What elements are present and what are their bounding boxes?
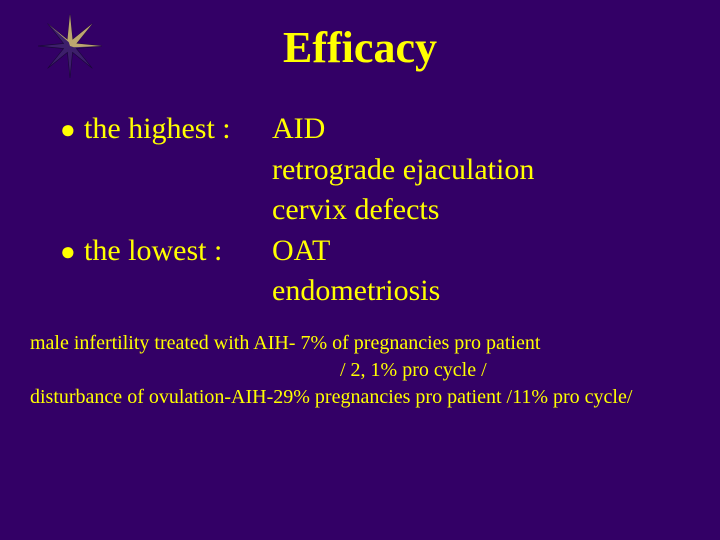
row-value: cervix defects [272,190,720,231]
list-row: retrograde ejaculation [60,150,720,191]
list-row: endometriosis [60,271,720,312]
row-label: the lowest : [84,231,272,272]
bullet-dot [60,150,84,153]
footnote-line: / 2, 1% pro cycle / [30,357,720,384]
row-value: AID [272,109,720,150]
starburst-icon [38,14,102,78]
bullet-dot [60,271,84,274]
bullet-dot: ● [60,109,84,147]
list-row: ● the highest : AID [60,109,720,150]
bullet-dot: ● [60,231,84,269]
footnote-block: male infertility treated with AIH- 7% of… [0,312,720,411]
footnote-line: disturbance of ovulation-AIH-29% pregnan… [30,384,720,411]
slide-title: Efficacy [0,0,720,83]
row-value: endometriosis [272,271,720,312]
row-value: OAT [272,231,720,272]
row-value: retrograde ejaculation [272,150,720,191]
bullet-dot [60,190,84,193]
list-row: ● the lowest : OAT [60,231,720,272]
row-label: the highest : [84,109,272,150]
bullet-list: ● the highest : AID retrograde ejaculati… [0,83,720,312]
footnote-line: male infertility treated with AIH- 7% of… [30,330,720,357]
list-row: cervix defects [60,190,720,231]
